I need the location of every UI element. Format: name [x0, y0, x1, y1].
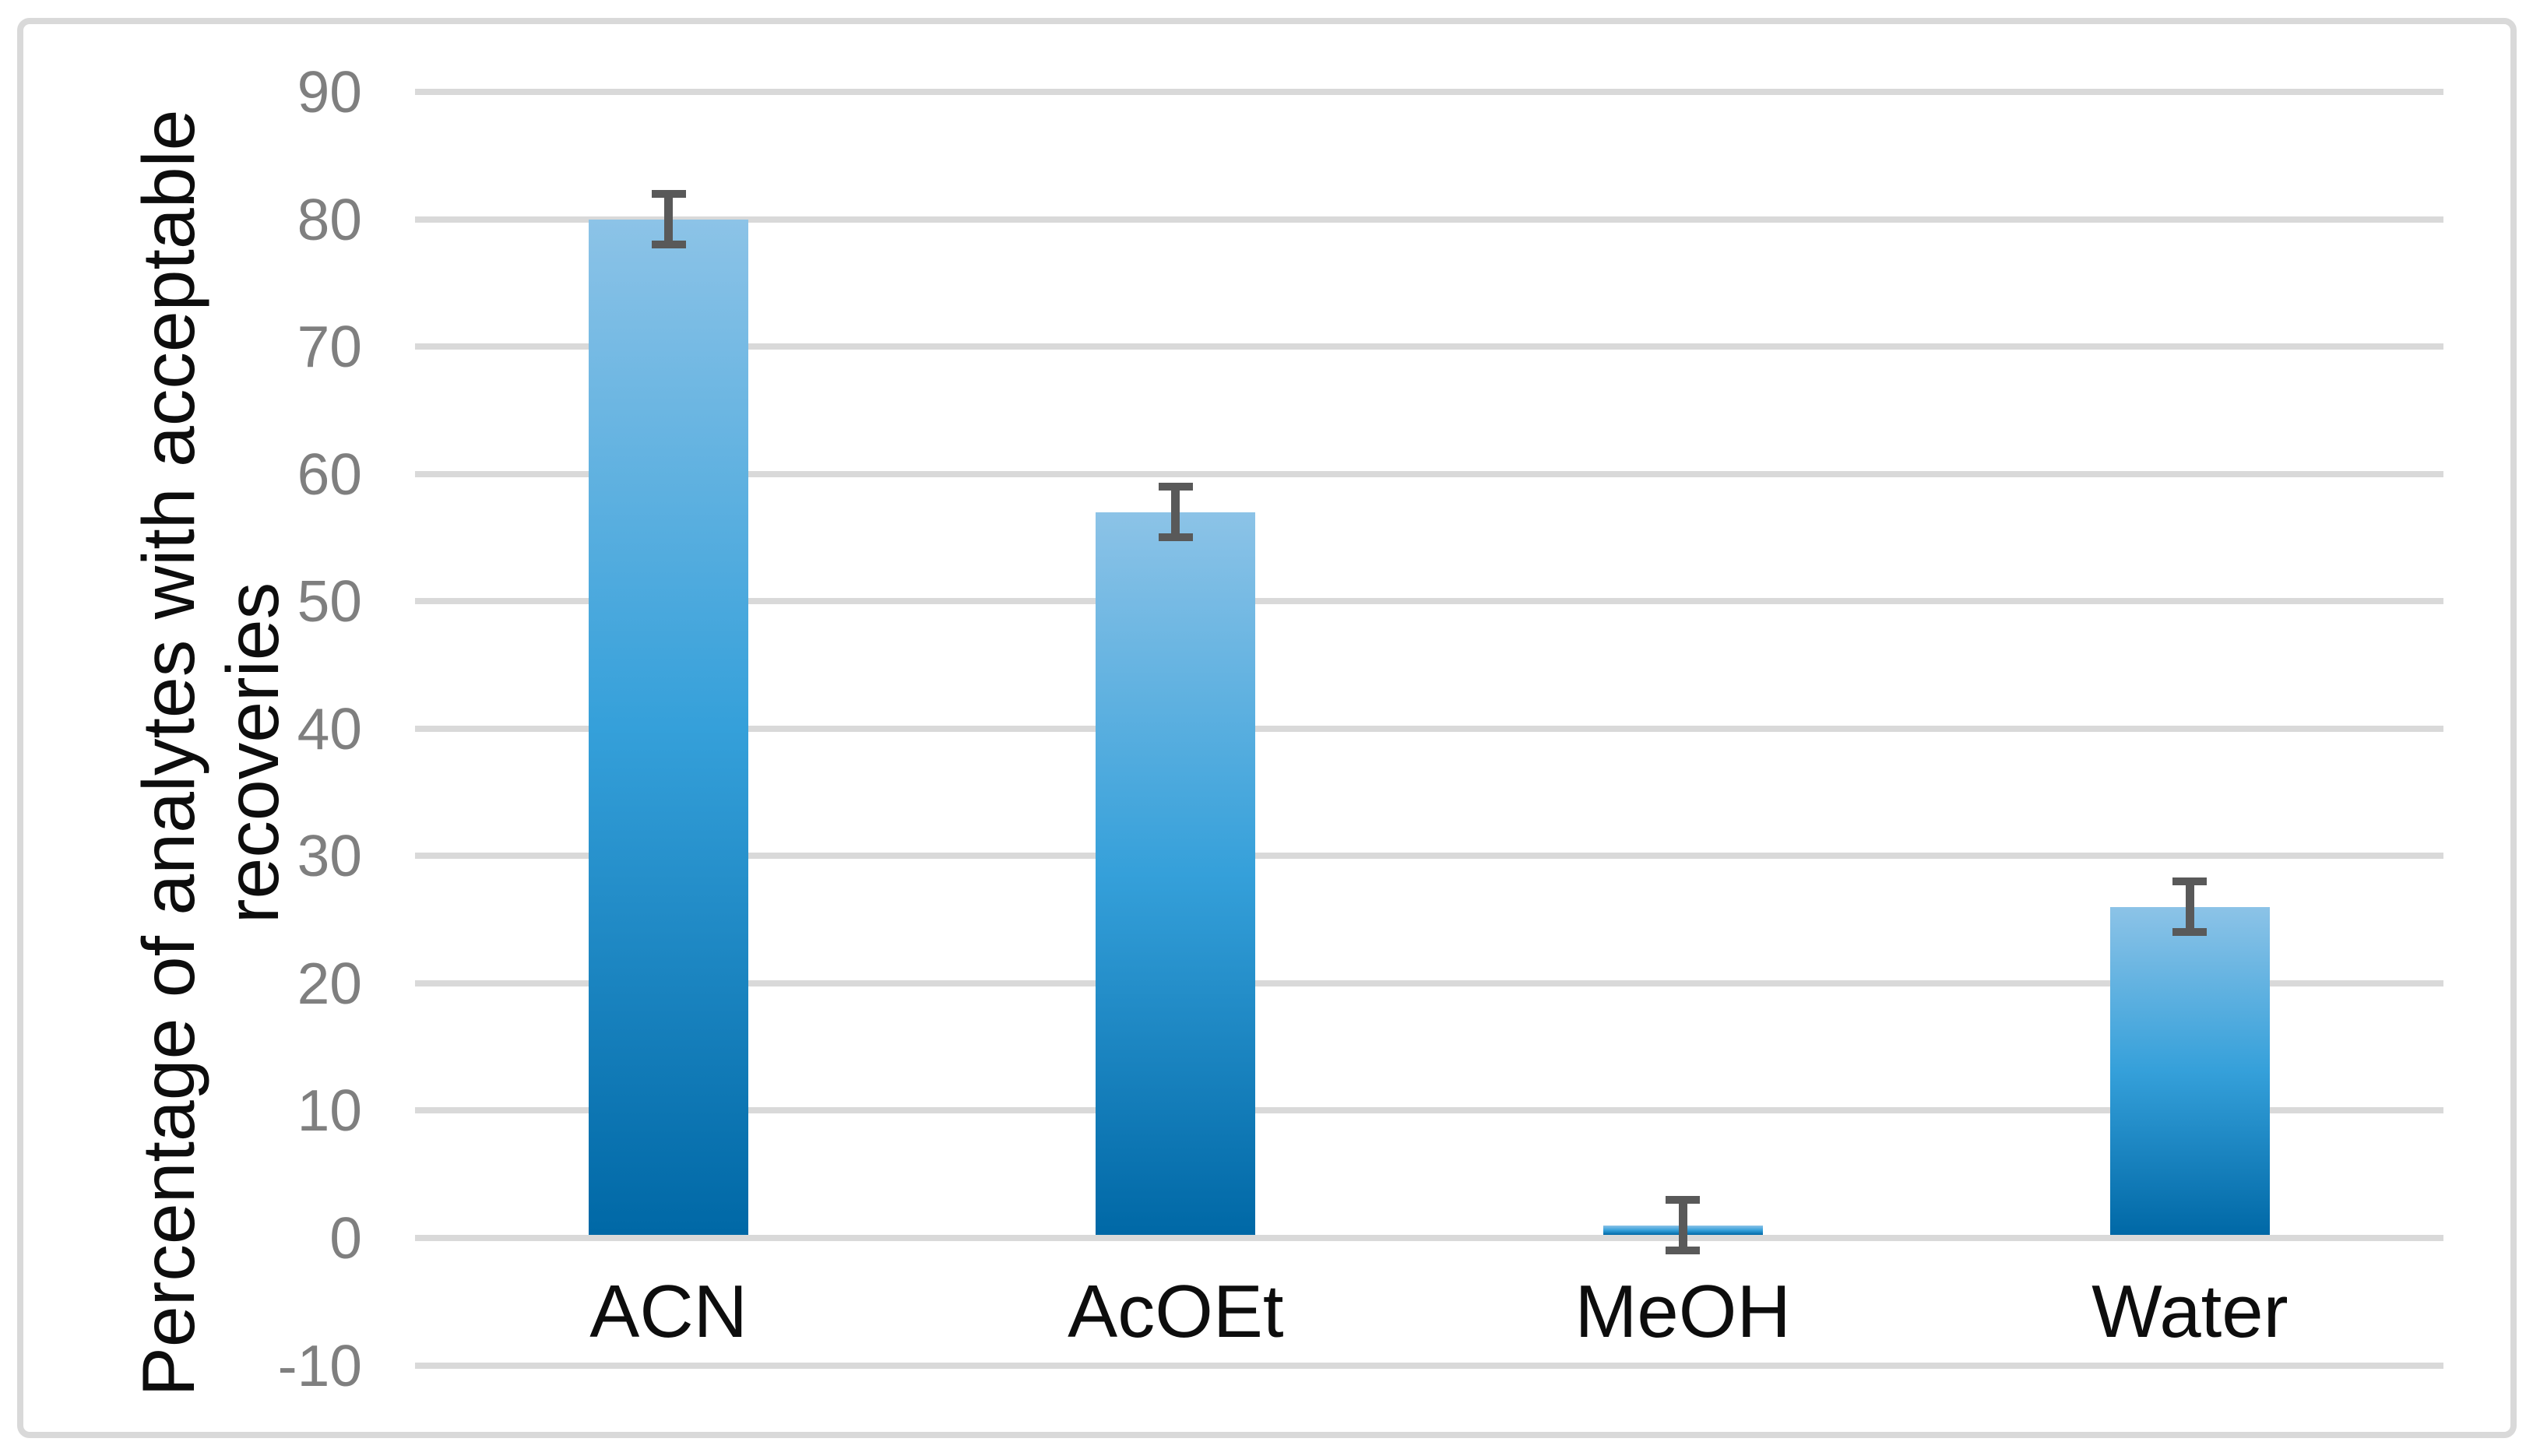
y-tick-label: 20 [297, 950, 362, 1016]
y-tick-label: 50 [297, 568, 362, 635]
gridline [415, 216, 2443, 223]
y-tick-label: 90 [297, 59, 362, 125]
x-category-label-water: Water [2091, 1270, 2288, 1353]
error-bar-cap-top [2172, 877, 2208, 886]
error-bar-cap-top [1158, 483, 1193, 491]
y-tick-label: 80 [297, 186, 362, 252]
bar-acoet [1096, 512, 1256, 1235]
gridline [415, 1235, 2443, 1241]
error-bar-stem [1171, 487, 1180, 538]
gridline [415, 343, 2443, 350]
x-category-label-meoh: MeOH [1574, 1270, 1791, 1353]
gridline [415, 979, 2443, 986]
y-tick-label: -10 [277, 1332, 362, 1398]
y-tick-label: 10 [297, 1078, 362, 1144]
error-bar-cap-bottom [2172, 928, 2208, 937]
error-bar-cap-bottom [1158, 533, 1193, 542]
gridline [415, 89, 2443, 95]
error-bar-cap-top [651, 189, 686, 198]
error-bar-cap-top [1666, 1195, 1701, 1204]
bar-water [2109, 906, 2270, 1235]
error-bar-stem [2185, 881, 2194, 933]
y-tick-label: 30 [297, 823, 362, 889]
x-category-label-acn: ACN [589, 1270, 748, 1353]
gridline [415, 598, 2443, 605]
gridline [415, 1107, 2443, 1114]
x-category-label-acoet: AcOEt [1068, 1270, 1284, 1353]
gridline [415, 470, 2443, 477]
gridline [415, 853, 2443, 860]
y-tick-label: 70 [297, 314, 362, 380]
error-bar-stem [1678, 1199, 1687, 1251]
y-tick-label: 60 [297, 441, 362, 507]
gridline [415, 1362, 2443, 1369]
error-bar-stem [664, 193, 674, 245]
gridline [415, 725, 2443, 732]
error-bar-cap-bottom [1666, 1247, 1701, 1255]
y-tick-label: 0 [329, 1205, 362, 1271]
bar-acn [589, 219, 749, 1235]
y-tick-label: 40 [297, 695, 362, 761]
error-bar-cap-bottom [651, 241, 686, 249]
